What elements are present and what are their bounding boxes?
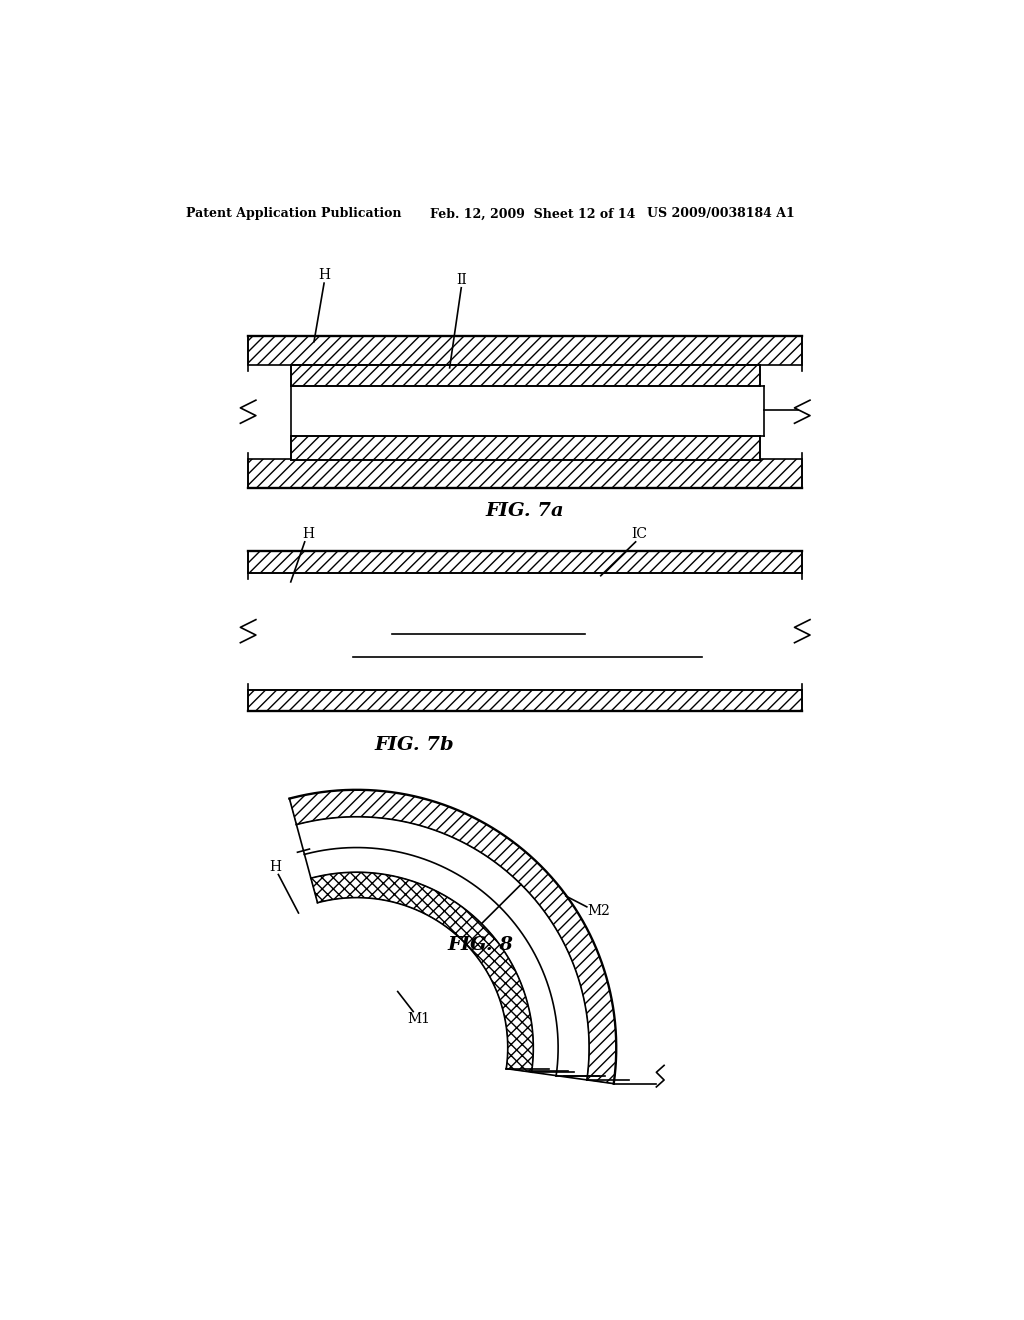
Text: H: H <box>318 268 330 282</box>
Bar <box>248 689 802 711</box>
Bar <box>291 364 760 385</box>
Text: Feb. 12, 2009  Sheet 12 of 14: Feb. 12, 2009 Sheet 12 of 14 <box>430 207 636 220</box>
Text: H: H <box>302 527 314 541</box>
Text: FIG. 8: FIG. 8 <box>447 936 514 954</box>
Text: H: H <box>269 859 282 874</box>
Bar <box>291 436 760 461</box>
Text: US 2009/0038184 A1: US 2009/0038184 A1 <box>647 207 795 220</box>
Text: II: II <box>456 273 467 286</box>
Polygon shape <box>290 789 616 1084</box>
Bar <box>248 335 802 364</box>
Text: M1: M1 <box>408 1012 430 1026</box>
Text: FIG. 7a: FIG. 7a <box>485 502 564 520</box>
Bar <box>248 459 802 488</box>
Text: M2: M2 <box>588 904 610 919</box>
Text: FIG. 7b: FIG. 7b <box>375 737 455 754</box>
Text: Patent Application Publication: Patent Application Publication <box>186 207 401 220</box>
Bar <box>248 552 802 573</box>
Text: IC: IC <box>632 527 647 541</box>
Polygon shape <box>311 873 534 1072</box>
